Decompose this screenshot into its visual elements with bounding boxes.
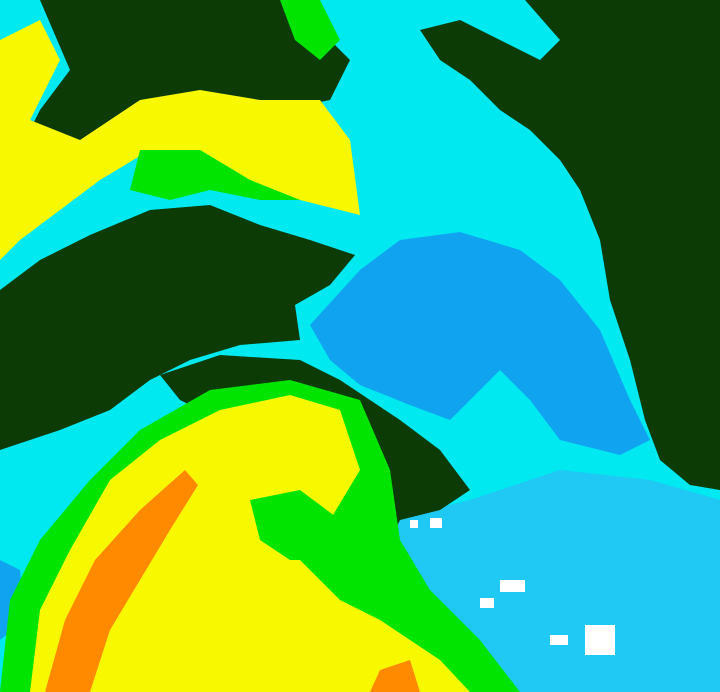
- green-patch-center: [250, 490, 340, 560]
- white-speck: [500, 580, 525, 592]
- green-patch-top: [280, 0, 340, 60]
- orange-streak: [45, 470, 198, 692]
- yellow-region-top-left: [0, 20, 360, 260]
- white-speck: [430, 518, 442, 528]
- dark-green-region-left: [0, 205, 355, 450]
- white-speck: [585, 625, 615, 655]
- orange-patch: [370, 660, 420, 692]
- white-speck: [410, 520, 418, 528]
- yellow-region-bottom-left: [30, 395, 470, 692]
- blue-region: [310, 232, 650, 455]
- white-speck: [480, 598, 494, 608]
- dark-green-region-top-right: [420, 0, 720, 490]
- white-speck: [550, 635, 568, 645]
- green-fringe-top-left: [130, 150, 300, 200]
